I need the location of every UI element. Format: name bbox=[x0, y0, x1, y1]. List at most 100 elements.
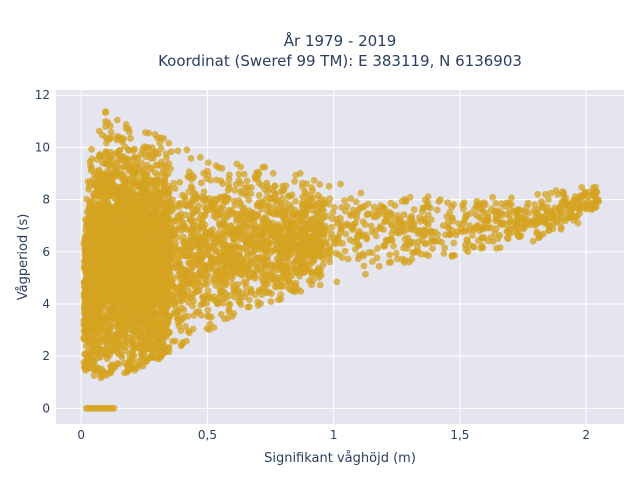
data-point bbox=[449, 252, 457, 259]
data-point bbox=[201, 211, 208, 219]
data-point bbox=[104, 135, 112, 143]
data-point bbox=[292, 197, 299, 205]
data-point bbox=[204, 159, 212, 167]
data-point bbox=[398, 255, 406, 263]
data-point bbox=[435, 198, 443, 205]
data-point bbox=[90, 170, 98, 178]
data-point bbox=[85, 354, 92, 362]
data-point bbox=[492, 215, 500, 223]
data-point bbox=[203, 167, 211, 175]
data-point bbox=[291, 178, 298, 185]
data-point bbox=[438, 239, 445, 246]
data-point bbox=[89, 176, 97, 184]
data-point bbox=[183, 146, 191, 154]
data-point bbox=[188, 293, 196, 301]
data-point bbox=[352, 198, 360, 206]
data-point bbox=[142, 129, 149, 137]
data-point bbox=[174, 287, 182, 294]
data-point bbox=[261, 247, 269, 255]
data-point bbox=[255, 191, 263, 199]
data-point bbox=[98, 371, 106, 379]
data-point bbox=[393, 222, 400, 230]
data-point bbox=[396, 227, 404, 235]
data-point bbox=[122, 121, 130, 128]
data-point bbox=[255, 179, 263, 187]
data-point bbox=[243, 264, 250, 272]
data-point bbox=[459, 221, 467, 228]
data-point bbox=[239, 257, 247, 265]
data-point bbox=[121, 143, 129, 150]
data-point bbox=[357, 204, 364, 212]
data-point bbox=[151, 131, 159, 138]
data-point bbox=[103, 194, 110, 201]
data-point bbox=[148, 200, 156, 207]
data-point bbox=[167, 216, 174, 223]
data-point bbox=[290, 237, 298, 244]
data-point bbox=[185, 259, 192, 267]
data-point bbox=[128, 293, 136, 301]
data-point bbox=[102, 349, 110, 357]
data-point bbox=[112, 248, 120, 256]
data-point bbox=[370, 203, 378, 211]
data-point bbox=[251, 291, 259, 299]
data-point bbox=[254, 302, 262, 309]
data-point bbox=[420, 204, 428, 212]
data-point bbox=[267, 298, 275, 305]
data-point bbox=[150, 154, 157, 162]
data-point bbox=[191, 283, 199, 291]
data-point bbox=[126, 134, 134, 142]
data-point bbox=[525, 210, 533, 217]
data-point bbox=[179, 221, 186, 229]
data-point bbox=[317, 205, 325, 213]
data-point bbox=[281, 218, 289, 226]
data-point bbox=[404, 225, 412, 233]
data-point bbox=[218, 209, 226, 217]
data-point bbox=[222, 276, 230, 284]
data-point bbox=[167, 148, 175, 156]
data-point bbox=[309, 187, 317, 195]
data-point bbox=[346, 236, 354, 244]
data-point bbox=[592, 183, 599, 191]
data-point bbox=[280, 242, 288, 250]
data-point bbox=[269, 219, 277, 227]
data-point bbox=[189, 222, 197, 230]
data-point bbox=[347, 195, 355, 203]
data-point bbox=[270, 276, 277, 284]
data-point bbox=[242, 283, 250, 291]
data-point bbox=[406, 214, 414, 222]
data-point bbox=[113, 310, 121, 318]
data-point bbox=[108, 338, 116, 346]
data-point bbox=[315, 274, 323, 281]
data-point bbox=[174, 252, 181, 259]
data-point bbox=[102, 160, 109, 168]
data-point bbox=[273, 235, 281, 242]
data-point bbox=[180, 233, 187, 241]
data-point bbox=[125, 311, 133, 318]
data-point bbox=[230, 197, 238, 205]
data-point bbox=[338, 223, 346, 230]
data-point bbox=[185, 173, 193, 181]
data-point bbox=[552, 187, 560, 194]
data-point bbox=[392, 249, 400, 257]
data-point bbox=[344, 221, 351, 229]
data-point bbox=[94, 294, 101, 302]
data-point bbox=[231, 264, 239, 271]
data-point bbox=[574, 219, 582, 227]
data-point bbox=[192, 205, 200, 213]
data-point bbox=[176, 179, 184, 186]
data-point bbox=[123, 190, 131, 198]
data-point bbox=[393, 255, 401, 263]
data-point bbox=[274, 296, 282, 304]
data-point bbox=[132, 180, 140, 188]
data-point bbox=[255, 235, 263, 243]
data-point bbox=[314, 191, 322, 199]
data-point bbox=[108, 277, 116, 285]
data-point bbox=[115, 360, 123, 368]
data-point bbox=[235, 170, 243, 178]
data-point bbox=[225, 248, 232, 256]
data-point bbox=[285, 278, 293, 286]
data-point bbox=[361, 221, 369, 229]
data-point bbox=[97, 171, 105, 179]
data-point bbox=[103, 168, 111, 176]
data-point bbox=[195, 260, 203, 267]
